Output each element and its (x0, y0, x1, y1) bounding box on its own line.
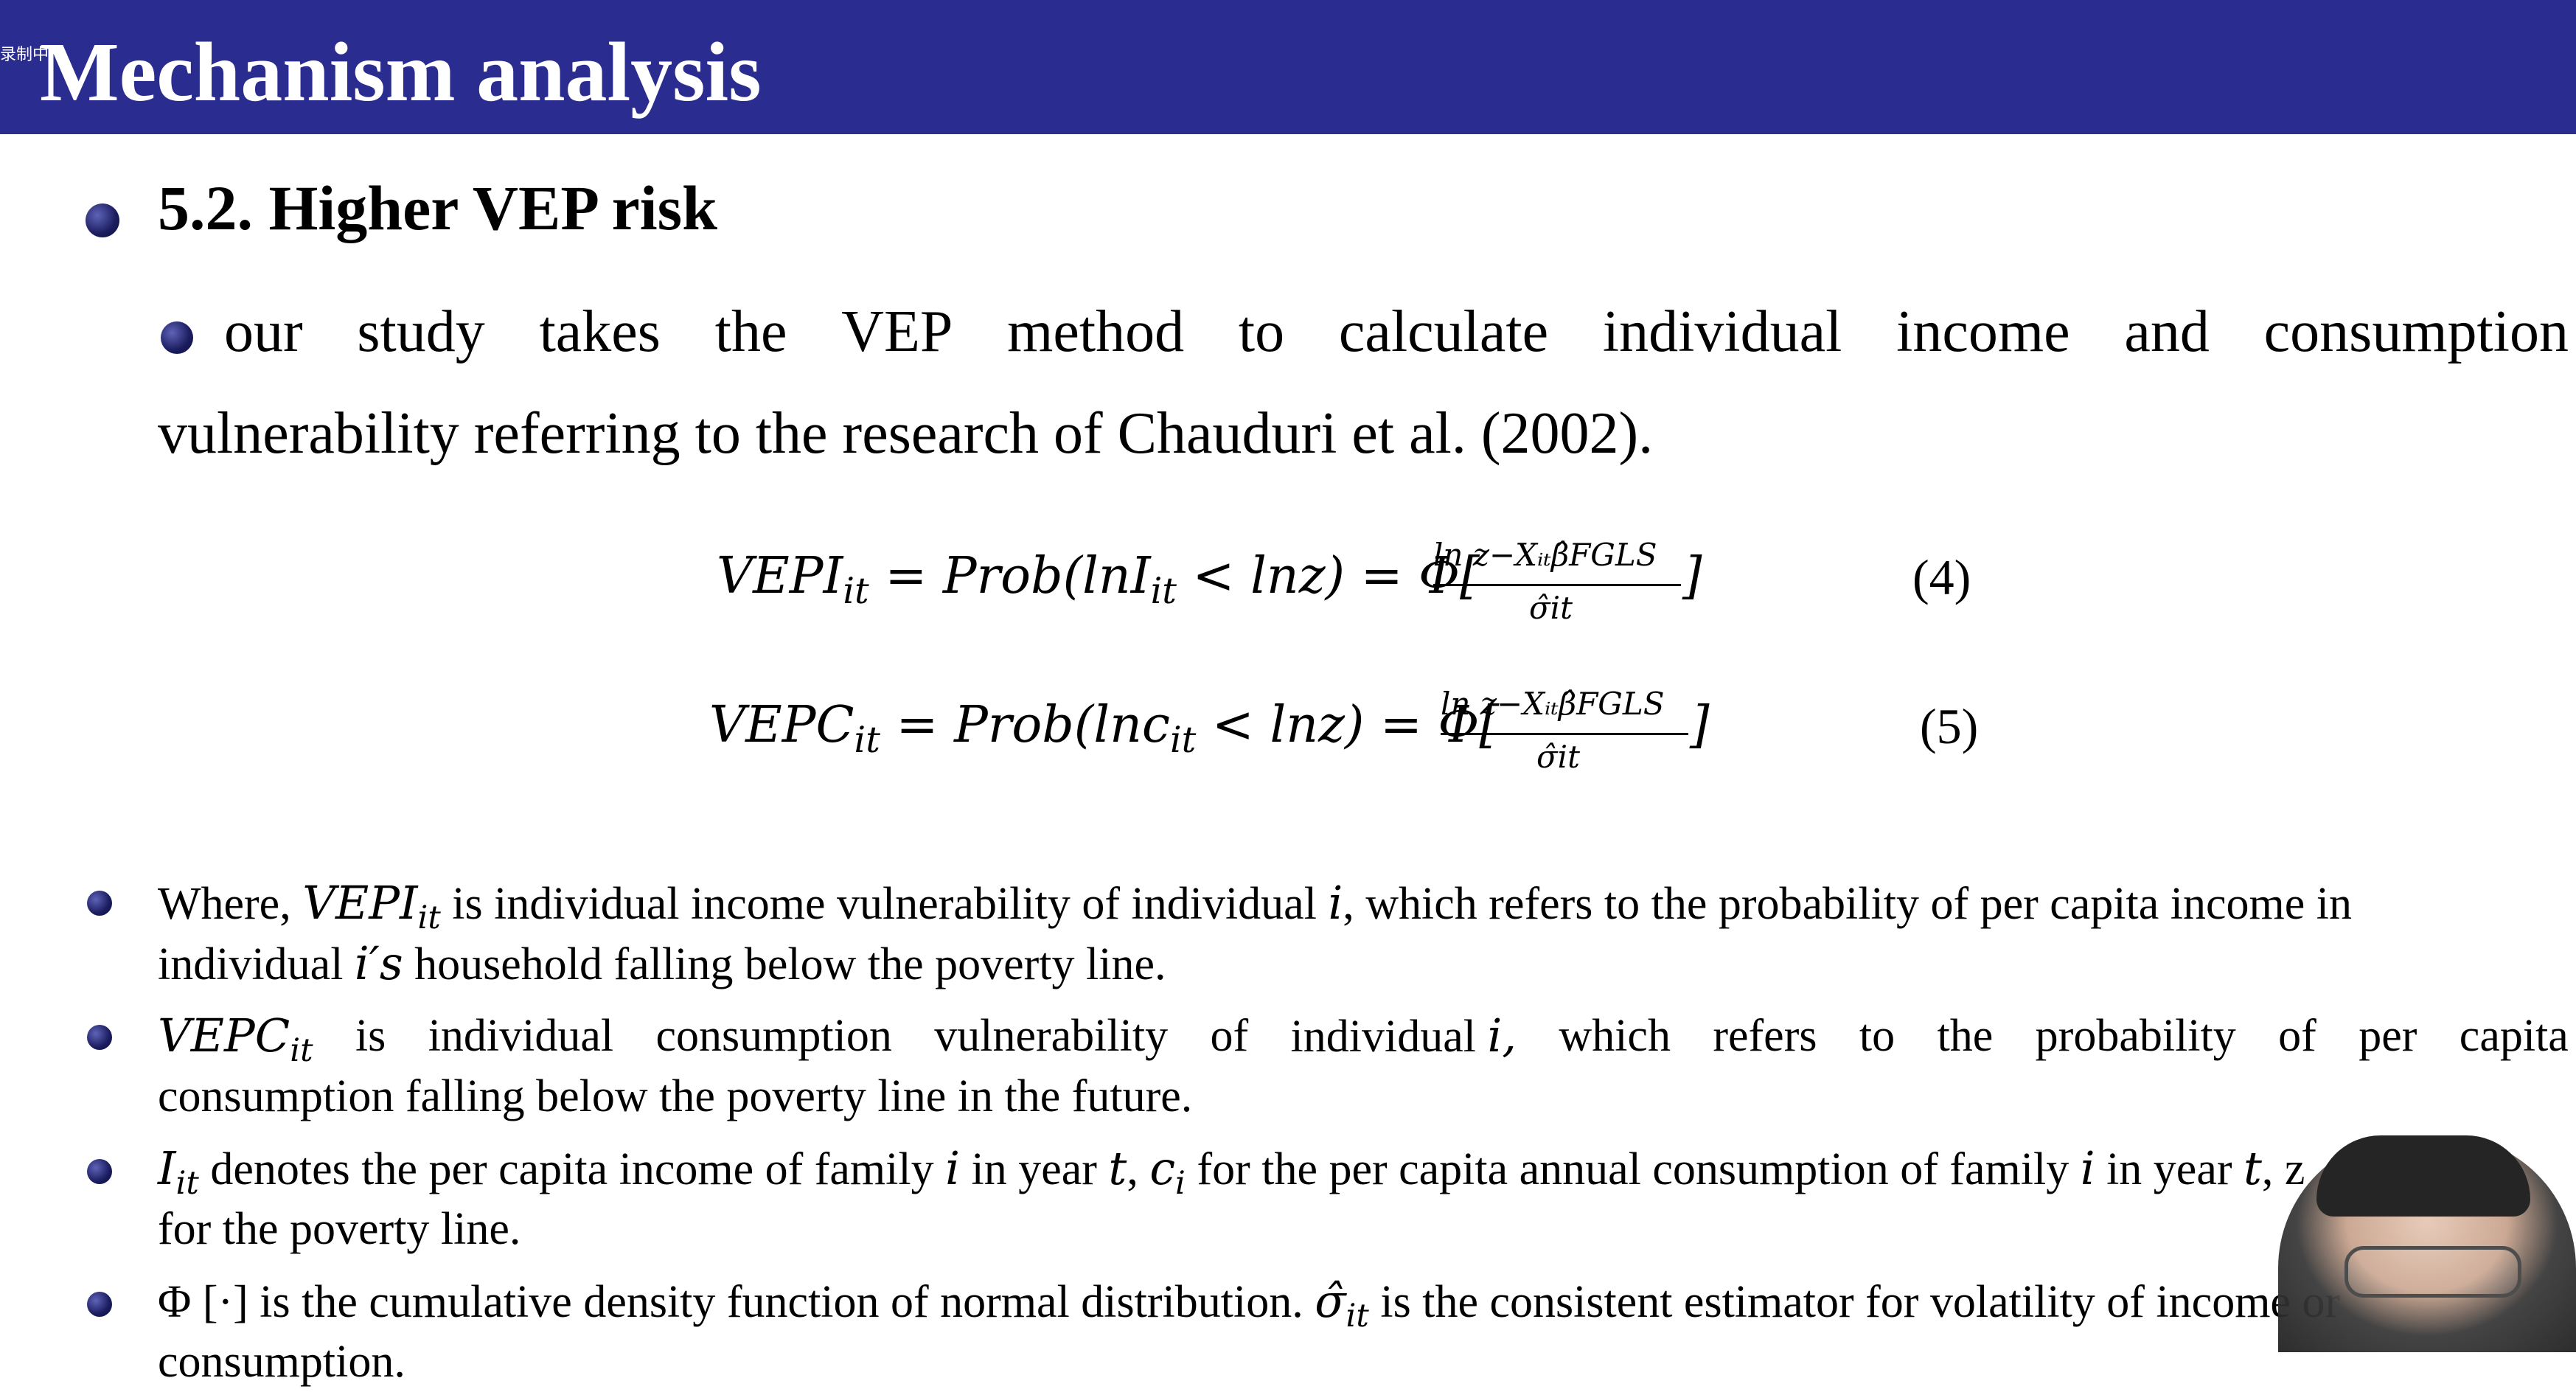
title-bar: 录制中 Mechanism analysis (0, 0, 2576, 134)
bullet-icon (86, 203, 119, 237)
equation-4-numerator: ln z−Xᵢₜβ̂FGLS (1433, 537, 1657, 573)
section-heading: 5.2. Higher VEP risk (158, 173, 717, 243)
equation-4: VEPIit = Prob(lnIit < lnz) = Φ[ (717, 547, 1480, 612)
equation-4-number: (4) (1912, 549, 1971, 605)
fraction-bar (1441, 733, 1688, 735)
bullet-icon (87, 891, 112, 916)
equation-5-number: (5) (1920, 698, 1979, 754)
para-definitions-line2: for the poverty line. (158, 1204, 521, 1254)
para-phi-line2: consumption. (158, 1337, 405, 1387)
para-definitions-line1: Iit denotes the per capita income of fam… (158, 1141, 2305, 1203)
recording-indicator: 录制中 (0, 46, 49, 64)
para-vepc-line1: VEPCit is individual consumption vulnera… (158, 1009, 2569, 1070)
equation-4-close: ] (1682, 547, 1702, 605)
presenter-webcam (2278, 1135, 2576, 1352)
equation-5-close: ] (1690, 696, 1710, 754)
para-vepc-line2: consumption falling below the poverty li… (158, 1071, 1193, 1121)
intro-line-1: our study takes the VEP method to calcul… (224, 299, 2569, 364)
equation-5: VEPCit = Prob(lncit < lnz) = Φ[ (709, 696, 1499, 761)
equation-5-denominator: σ̂it (1536, 739, 1580, 775)
fraction-bar (1433, 584, 1681, 586)
para-vepi-line1: Where, VEPIit is individual income vulne… (158, 876, 2352, 937)
bullet-icon (87, 1292, 112, 1317)
para-phi-line1: Φ [·] is the cumulative density function… (158, 1274, 2341, 1335)
equation-5-numerator: ln z−Xᵢₜβ̂FGLS (1441, 686, 1665, 722)
intro-line-2: vulnerability referring to the research … (158, 401, 1654, 466)
bullet-icon (87, 1025, 112, 1050)
slide-title: Mechanism analysis (40, 25, 762, 119)
bullet-icon (161, 321, 193, 354)
para-vepi-line2: individual i′s household falling below t… (158, 936, 1166, 990)
bullet-icon (87, 1159, 112, 1184)
presenter-hair (2316, 1135, 2530, 1217)
equation-4-denominator: σ̂it (1529, 590, 1573, 626)
glasses-icon (2344, 1246, 2521, 1298)
